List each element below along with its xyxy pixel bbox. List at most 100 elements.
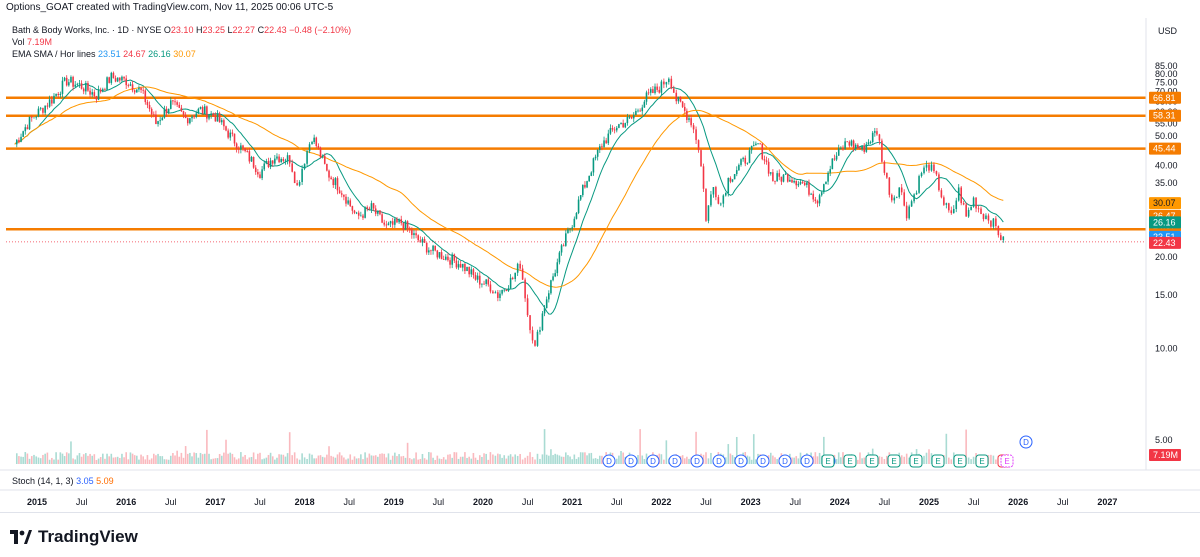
volume-bar	[317, 455, 320, 464]
volume-bar	[349, 454, 352, 464]
dividend-marker[interactable]: D	[1019, 435, 1033, 449]
volume-bar	[319, 455, 322, 464]
candle-body	[637, 110, 639, 112]
volume-bar	[455, 452, 458, 464]
earnings-marker[interactable]: E	[887, 454, 901, 468]
earnings-marker[interactable]: E	[865, 454, 879, 468]
candle-body	[586, 181, 588, 188]
symbol-name[interactable]: Bath & Body Works, Inc. · 1D · NYSE	[12, 25, 162, 35]
volume-bar	[857, 459, 859, 464]
earnings-marker[interactable]: E	[909, 454, 923, 468]
earnings-marker[interactable]: E	[975, 454, 989, 468]
volume-bar	[102, 453, 104, 464]
currency-label[interactable]: USD	[1158, 26, 1178, 36]
candle-body	[534, 340, 536, 346]
dividend-marker[interactable]: D	[734, 454, 748, 468]
volume-bar	[573, 454, 576, 464]
volume-bar	[55, 452, 57, 464]
dividend-marker[interactable]: D	[624, 454, 638, 468]
candle-body	[727, 177, 730, 193]
volume-label[interactable]: Vol	[12, 37, 25, 47]
price-tag-bg	[1149, 142, 1181, 155]
ma-label[interactable]: EMA SMA / Hor lines	[12, 49, 96, 59]
price-tag-label: 26.16	[1153, 217, 1176, 227]
chart-canvas[interactable]: DDDDDDDDDDDEEEEEEEEEDE 85.0080.0075.0070…	[0, 0, 1200, 512]
volume-bar	[163, 459, 166, 464]
volume-bar	[155, 455, 157, 464]
candle-body	[611, 128, 614, 130]
candle-body	[579, 195, 582, 200]
candle-body	[163, 108, 166, 118]
candle-body	[503, 289, 506, 291]
dividend-marker[interactable]: D	[602, 454, 616, 468]
earnings-marker[interactable]: E	[843, 454, 857, 468]
earnings-marker[interactable]: E	[953, 454, 967, 468]
candle-body	[601, 146, 603, 148]
volume-bar	[174, 455, 176, 464]
tradingview-logo[interactable]: TradingView	[10, 527, 138, 547]
price-tag-label: 26.47	[1153, 211, 1176, 221]
candle-body	[869, 142, 872, 143]
candle-body	[933, 164, 935, 172]
dividend-marker[interactable]: D	[712, 454, 726, 468]
candle-body	[319, 147, 322, 158]
earnings-upcoming-marker[interactable]: E	[1000, 454, 1014, 468]
volume-bar	[560, 456, 563, 464]
candle-body	[955, 200, 958, 209]
dividend-marker[interactable]: D	[668, 454, 682, 468]
marker-label: D	[760, 457, 766, 466]
volume-bar	[598, 455, 601, 464]
dividend-marker[interactable]: D	[646, 454, 660, 468]
candle-body	[759, 143, 761, 145]
volume-bar	[398, 454, 400, 464]
candle-body	[848, 141, 851, 146]
volume-bar	[878, 456, 881, 464]
stoch-label[interactable]: Stoch (14, 1, 3)	[12, 476, 74, 486]
candle-body	[812, 193, 815, 200]
candle-body	[808, 182, 810, 195]
dividend-marker[interactable]: D	[800, 454, 814, 468]
candle-body	[306, 151, 308, 164]
candle-body	[235, 143, 238, 149]
dividend-marker[interactable]: D	[778, 454, 792, 468]
earnings-marker[interactable]: E	[931, 454, 945, 468]
candle-body	[861, 145, 863, 150]
volume-bar	[229, 452, 232, 464]
volume-bar	[284, 456, 287, 464]
volume-bar	[643, 459, 646, 464]
candle-body	[590, 172, 593, 176]
candle-body	[186, 118, 189, 124]
volume-bar	[345, 459, 347, 464]
candle-body	[521, 268, 524, 280]
volume-bar	[793, 457, 795, 464]
volume-bar	[688, 458, 690, 464]
candle-body	[131, 84, 134, 91]
marker-shape	[624, 454, 638, 468]
volume-bar	[343, 457, 345, 464]
marker-shape	[646, 454, 660, 468]
volume-bar	[301, 453, 303, 464]
candle-body	[233, 133, 236, 144]
footer-bar: TradingView	[0, 512, 1200, 557]
candle-body	[400, 219, 403, 224]
volume-bar	[529, 452, 531, 464]
volume-bar	[257, 453, 259, 464]
candle-body	[189, 118, 191, 124]
candle-body	[472, 269, 475, 276]
candle-body	[952, 208, 955, 214]
candle-body	[87, 83, 89, 91]
candle-body	[945, 203, 948, 205]
candle-body	[985, 215, 987, 220]
candle-body	[772, 172, 774, 181]
candle-body	[686, 110, 688, 120]
candle-body	[569, 228, 571, 230]
volume-bar	[220, 455, 223, 464]
dividend-marker[interactable]: D	[690, 454, 704, 468]
candle-body	[654, 86, 656, 94]
volume-bar	[362, 459, 364, 464]
candle-body	[499, 293, 501, 298]
marker-label: E	[957, 457, 962, 466]
earnings-marker[interactable]: E	[821, 454, 835, 468]
volume-bar	[233, 457, 236, 464]
dividend-marker[interactable]: D	[756, 454, 770, 468]
